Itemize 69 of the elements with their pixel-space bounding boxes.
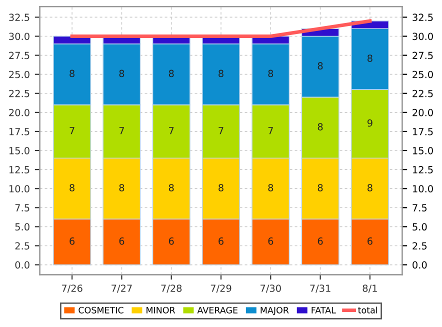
y-tick-label: 22.5	[9, 90, 30, 98]
x-tick-label: 7/31	[310, 284, 330, 293]
data-label: 8	[70, 184, 74, 192]
y-tick-label: 12.5	[9, 166, 30, 174]
y2-tick-label: 22.5	[412, 90, 433, 98]
y-tick-label: 10.0	[9, 185, 30, 192]
x-tick-label: 7/28	[161, 284, 182, 293]
data-label: 7	[268, 127, 273, 134]
legend-label: AVERAGE	[197, 306, 238, 314]
data-label: 8	[119, 184, 124, 192]
x-tick-label: 7/30	[260, 284, 281, 293]
data-label: 8	[218, 184, 224, 192]
data-label: 8	[368, 54, 372, 62]
data-label: 8	[268, 70, 274, 78]
y-tick-label: 30.0	[9, 32, 30, 40]
y-tick-label: 2.5	[15, 242, 30, 250]
y2-tick-label: 15.0	[413, 146, 433, 154]
data-label: 8	[119, 70, 124, 78]
data-label: 6	[368, 237, 372, 245]
data-label: 8	[70, 70, 74, 78]
data-label: 9	[367, 119, 372, 127]
data-label: 8	[168, 70, 174, 78]
data-label: 6	[268, 237, 274, 245]
y2-tick-label: 25.0	[412, 70, 433, 78]
data-label: 8	[318, 184, 323, 192]
y2-tick-label: 12.5	[413, 166, 433, 174]
y2-tick-label: 17.5	[413, 128, 433, 136]
y2-tick-label: 20.0	[412, 108, 433, 116]
data-label: 7	[119, 127, 124, 134]
data-label: 6	[318, 237, 323, 245]
legend-label: total	[358, 306, 378, 314]
data-label: 8	[218, 70, 224, 78]
y2-tick-label: 32.5	[412, 14, 433, 22]
data-label: 7	[70, 127, 74, 134]
y-tick-label: 0.0	[15, 261, 30, 269]
legend-label: MAJOR	[260, 306, 289, 316]
y2-tick-label: 30.0	[412, 32, 433, 40]
data-label: 7	[218, 127, 224, 134]
y2-tick-label: 5.0	[412, 223, 427, 231]
y2-tick-label: 27.5	[412, 52, 433, 60]
data-label: 6	[218, 237, 224, 245]
y-tick-label: 20.0	[9, 108, 30, 116]
y-tick-label: 25.0	[9, 70, 30, 78]
data-label: 8	[368, 184, 372, 192]
y-tick-label: 7.5	[15, 204, 30, 212]
y2-tick-label: 0.0	[412, 261, 427, 269]
y-tick-label: 27.5	[9, 52, 30, 60]
data-label: 8	[268, 184, 274, 192]
y-tick-label: 17.5	[9, 128, 30, 136]
x-tick-label: 8/1	[362, 284, 377, 293]
y-tick-label: 32.5	[9, 14, 30, 22]
y2-tick-label: 2.5	[412, 242, 427, 250]
data-label: 7	[169, 127, 174, 134]
y-tick-label: 15.0	[9, 146, 30, 154]
data-label: 8	[168, 184, 174, 192]
x-tick-label: 7/26	[62, 284, 82, 293]
data-label: 6	[70, 237, 75, 245]
y2-tick-label: 10.0	[413, 185, 433, 192]
y2-tick-label: 7.5	[412, 204, 427, 212]
legend-label: COSMETIC	[78, 306, 124, 314]
data-label: 8	[318, 123, 323, 130]
legend-label: FATAL	[312, 306, 336, 314]
data-label: 6	[119, 237, 124, 245]
x-tick-label: 7/29	[210, 284, 232, 293]
data-label: 8	[318, 62, 323, 70]
y-tick-label: 5.0	[15, 223, 30, 231]
x-tick-label: 7/27	[112, 284, 132, 293]
legend-label: MINOR	[146, 306, 176, 314]
data-label: 6	[168, 237, 174, 245]
